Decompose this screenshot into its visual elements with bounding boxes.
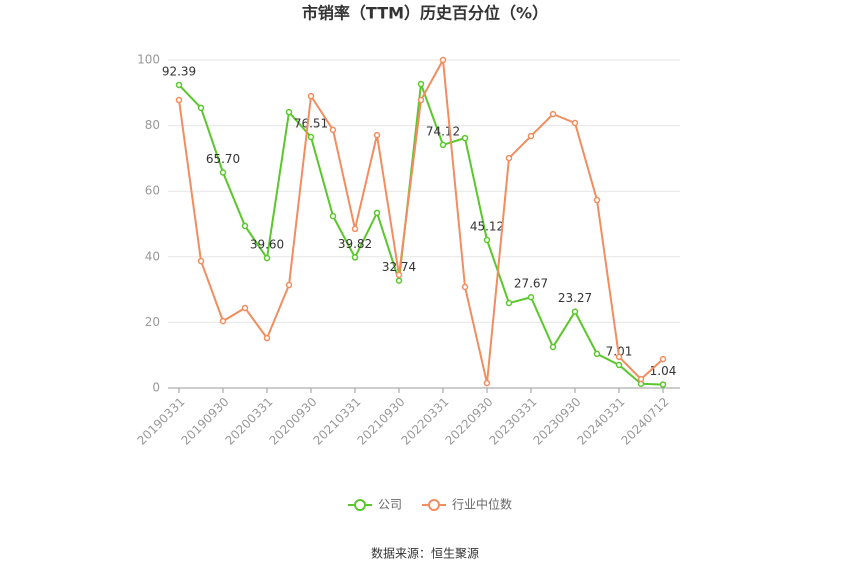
value-label: 39.60: [250, 238, 284, 252]
point: [263, 334, 271, 342]
value-label: 92.39: [162, 64, 196, 78]
point: [549, 110, 557, 118]
point: [615, 361, 623, 369]
point: [505, 154, 513, 162]
point: [241, 304, 249, 312]
point: [483, 379, 491, 387]
point: [351, 225, 359, 233]
legend-marker: [428, 499, 441, 511]
point: [417, 96, 425, 104]
point: [285, 281, 293, 289]
point: [373, 209, 381, 217]
point: [439, 56, 447, 64]
value-label: 23.27: [558, 291, 592, 305]
legend-label: 行业中位数: [452, 497, 512, 512]
point: [637, 375, 645, 383]
point: [659, 355, 667, 363]
point: [417, 80, 425, 88]
y-tick-label: 0: [152, 381, 160, 395]
legend-marker: [354, 499, 366, 511]
point: [241, 222, 249, 230]
point: [571, 308, 579, 315]
point: [593, 196, 601, 204]
value-label: 76.51: [294, 117, 328, 131]
point: [549, 343, 557, 351]
point: [505, 299, 513, 307]
point: [593, 350, 601, 358]
value-label: 74.12: [426, 124, 460, 138]
y-tick-label: 80: [145, 118, 160, 132]
point: [461, 134, 469, 142]
point: [197, 104, 205, 112]
point: [527, 293, 535, 301]
point: [219, 169, 227, 176]
point: [483, 236, 491, 244]
point: [263, 254, 271, 262]
value-label: 65.70: [206, 152, 240, 166]
series-line: [178, 56, 664, 384]
point: [615, 353, 623, 361]
point: [395, 271, 403, 279]
point: [175, 96, 183, 104]
point: [329, 212, 337, 220]
value-label: 39.82: [338, 237, 372, 251]
y-tick-label: 60: [145, 184, 160, 198]
value-label: 45.12: [470, 220, 504, 234]
y-tick-label: 20: [145, 315, 160, 329]
point: [351, 254, 359, 261]
chart-title: 市销率（TTM）历史百分位（%）: [302, 4, 548, 23]
point: [175, 81, 183, 89]
point: [659, 381, 667, 388]
point: [219, 317, 227, 325]
point: [571, 119, 579, 127]
point: [307, 92, 315, 100]
source: 数据来源：恒生聚源: [371, 546, 479, 561]
legend-label: 公司: [378, 498, 402, 512]
point: [197, 257, 205, 265]
value-label: 27.67: [514, 277, 548, 291]
point: [439, 141, 447, 149]
y-tick-label: 40: [145, 249, 160, 263]
point: [527, 132, 535, 140]
point: [285, 108, 293, 116]
series-line: [178, 83, 664, 386]
point: [461, 283, 469, 291]
y-tick-label: 100: [137, 53, 160, 67]
point: [373, 131, 381, 139]
point: [329, 126, 337, 134]
point: [307, 133, 315, 141]
x-tick-label: 20240712: [619, 395, 672, 448]
point: [395, 277, 403, 284]
value-label: 1.04: [650, 364, 677, 378]
